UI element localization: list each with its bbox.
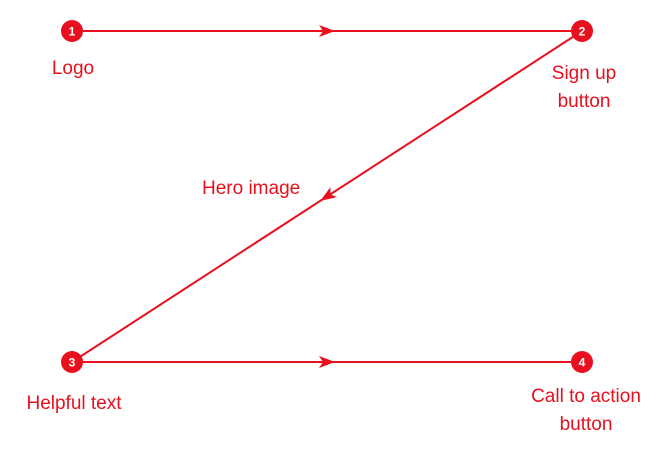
sign-up-button-label: Sign up: [552, 63, 616, 84]
node-marker-circle: [61, 351, 83, 373]
node-marker-circle: [571, 20, 593, 42]
hero-image-label: Hero image: [202, 178, 300, 199]
node-call-to-action-button: 4: [571, 351, 593, 373]
node-number: 3: [69, 356, 76, 370]
node-marker-circle: [61, 20, 83, 42]
arrowhead-icon: [320, 187, 337, 201]
node-logo: 1: [61, 20, 83, 42]
labels: Logo Sign up button Helpful text Call to act…: [26, 58, 640, 435]
call-to-action-button-label: button: [560, 414, 613, 435]
node-number: 1: [69, 25, 76, 39]
node-marker-circle: [571, 351, 593, 373]
edges: [71, 25, 583, 368]
node-sign-up-button: 2: [571, 20, 593, 42]
helpful-text-label: Helpful text: [26, 393, 122, 414]
node-number: 4: [579, 356, 586, 370]
node-number: 2: [579, 25, 586, 39]
sign-up-button-label: button: [558, 91, 611, 112]
call-to-action-button-label: Call to action: [531, 386, 641, 407]
nodes: 1 2 3 4: [61, 20, 593, 373]
arrowhead-icon: [319, 356, 335, 368]
node-helpful-text: 3: [61, 351, 83, 373]
logo-label: Logo: [52, 58, 94, 79]
arrowhead-icon: [319, 25, 335, 37]
